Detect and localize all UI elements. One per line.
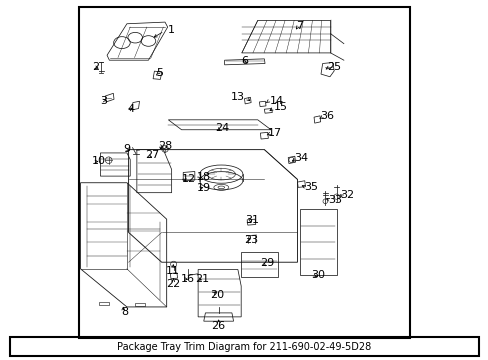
Text: 1: 1 — [167, 26, 174, 35]
Text: 21: 21 — [195, 274, 209, 284]
Text: 27: 27 — [145, 150, 159, 160]
Text: 33: 33 — [328, 195, 342, 205]
Text: 4: 4 — [128, 104, 135, 114]
Text: 19: 19 — [196, 183, 210, 193]
Text: 18: 18 — [196, 172, 210, 183]
Text: 24: 24 — [214, 123, 228, 133]
Text: 14: 14 — [269, 96, 283, 105]
Text: 5: 5 — [156, 68, 163, 78]
Text: 22: 22 — [166, 279, 180, 289]
Text: 9: 9 — [123, 144, 130, 154]
Text: 20: 20 — [209, 291, 224, 300]
Text: 30: 30 — [310, 270, 324, 280]
Text: 6: 6 — [241, 56, 248, 66]
Text: 31: 31 — [245, 215, 259, 225]
Text: 32: 32 — [340, 190, 354, 200]
Text: 13: 13 — [231, 92, 244, 102]
Text: 7: 7 — [295, 21, 303, 31]
Text: 15: 15 — [274, 102, 288, 112]
Text: 17: 17 — [267, 128, 281, 138]
Text: 8: 8 — [121, 307, 128, 317]
Text: 11: 11 — [166, 266, 180, 276]
Text: 29: 29 — [260, 258, 274, 268]
Text: 35: 35 — [304, 182, 318, 192]
Text: 10: 10 — [91, 156, 105, 166]
Text: 25: 25 — [326, 62, 340, 72]
Text: 16: 16 — [181, 274, 195, 284]
Text: 34: 34 — [294, 153, 307, 163]
Text: 28: 28 — [158, 141, 172, 150]
Text: 12: 12 — [181, 175, 195, 184]
Text: 23: 23 — [244, 235, 258, 245]
Text: 3: 3 — [100, 96, 107, 105]
Text: 2: 2 — [92, 62, 99, 72]
Text: Package Tray Trim Diagram for 211-690-02-49-5D28: Package Tray Trim Diagram for 211-690-02… — [117, 342, 371, 351]
Text: 36: 36 — [319, 112, 333, 121]
Text: 26: 26 — [211, 321, 225, 331]
